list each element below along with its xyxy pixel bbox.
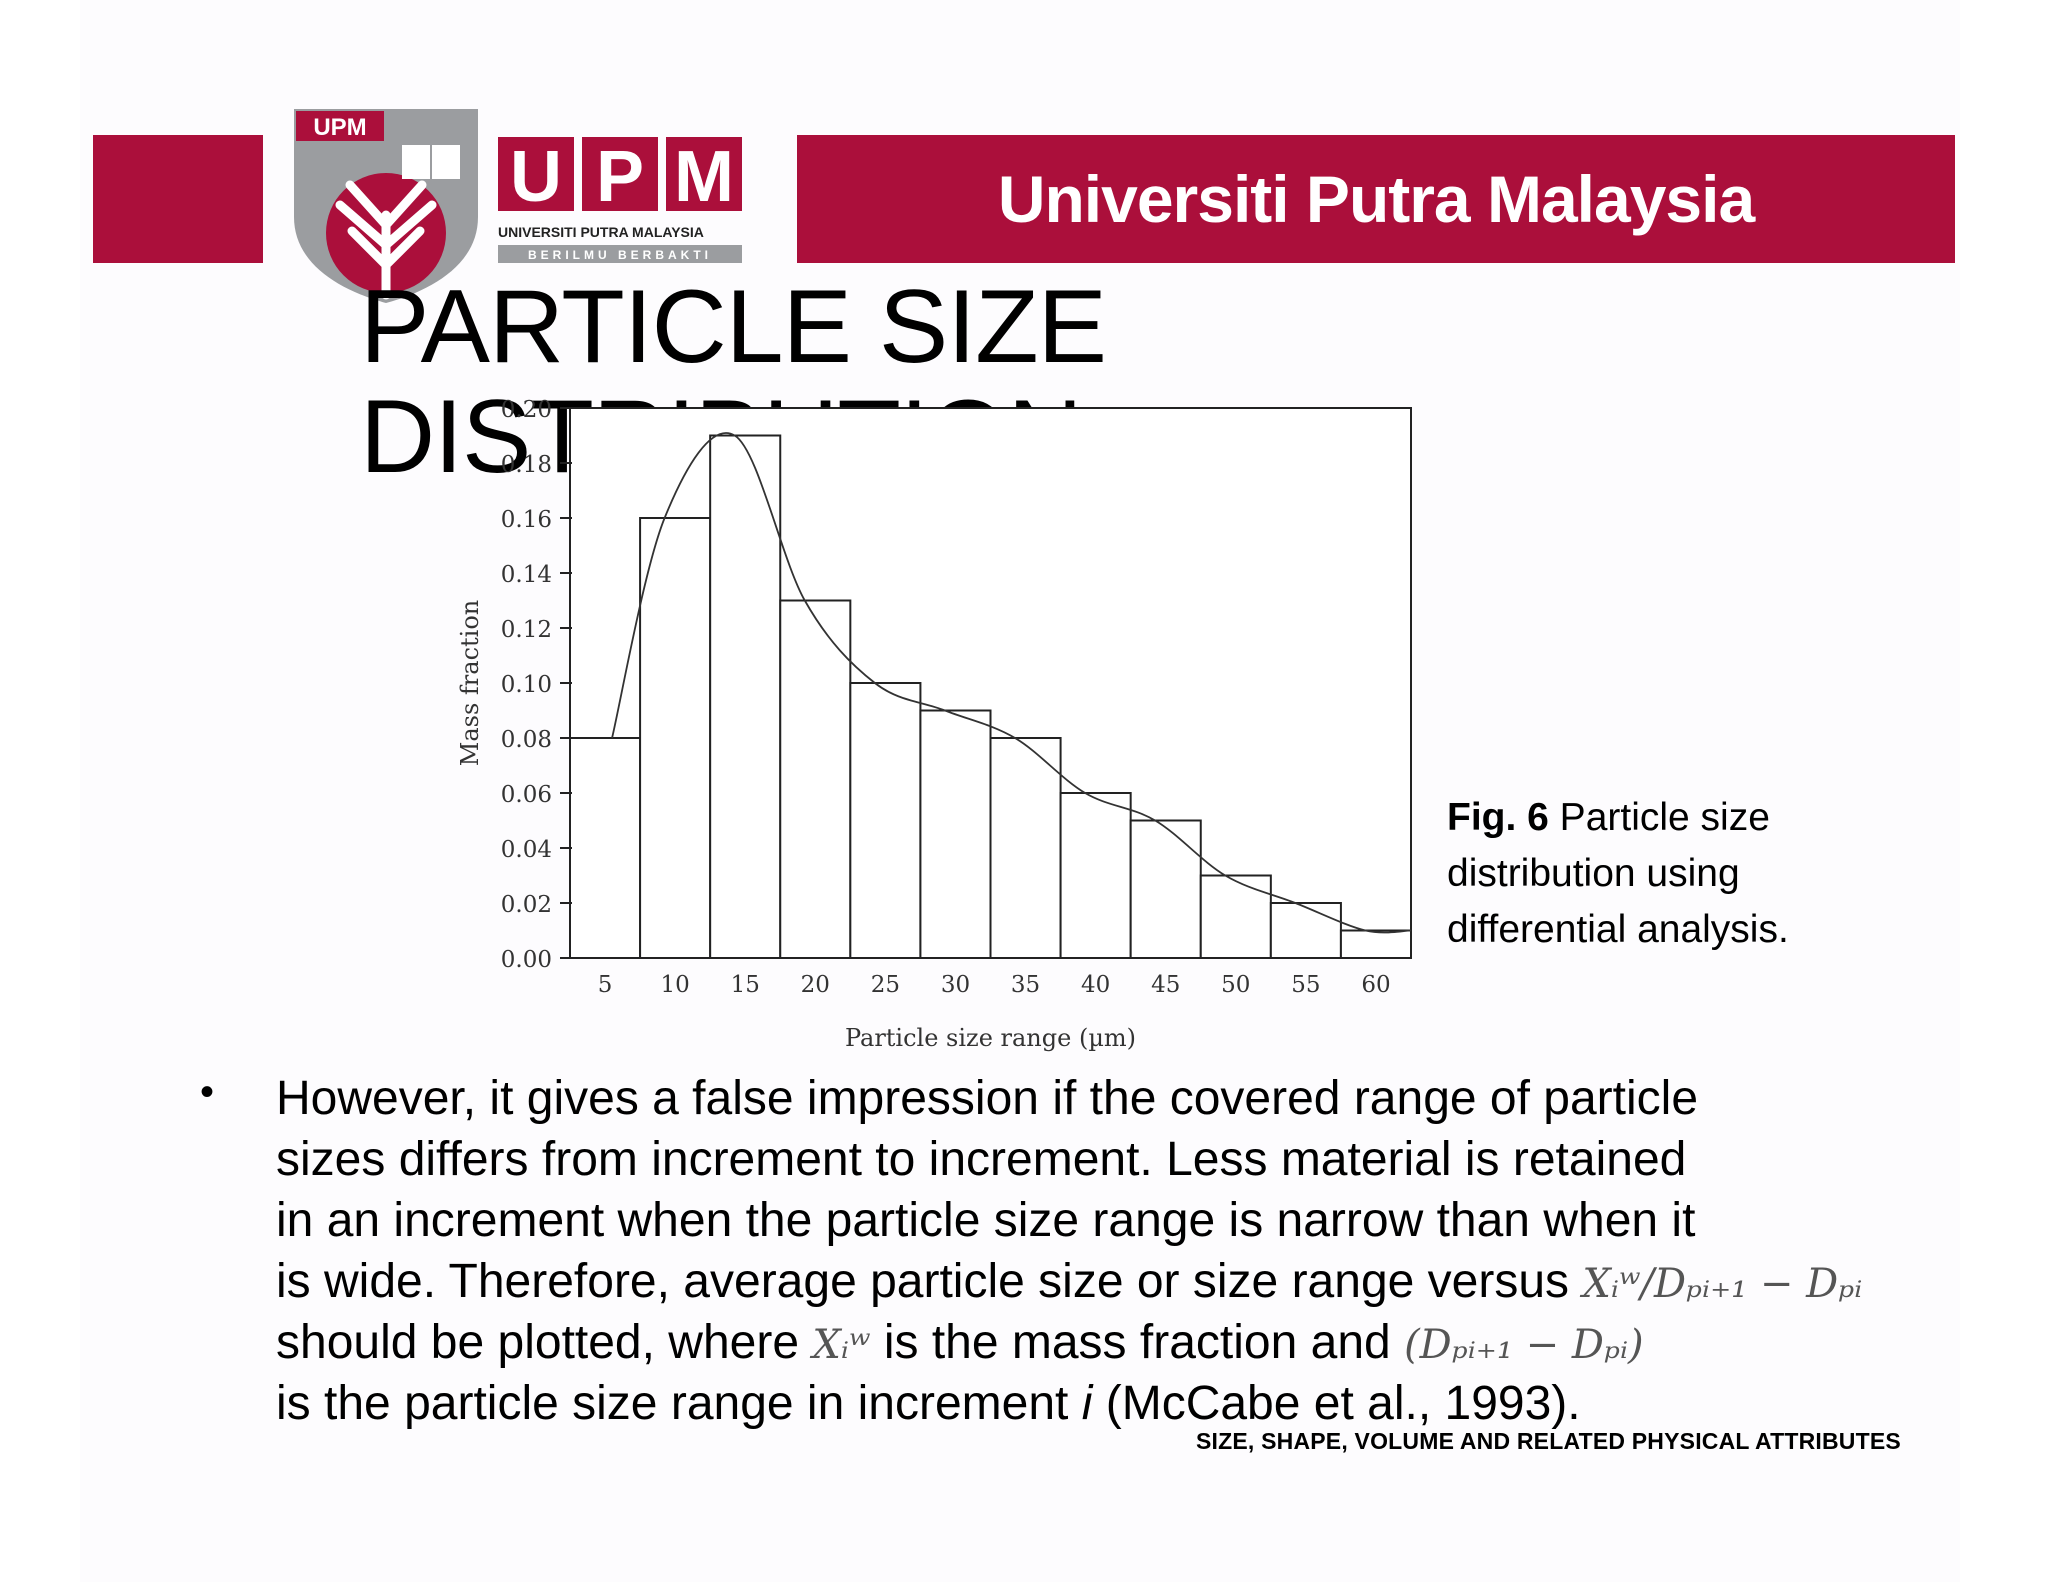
x-tick-label: 50 xyxy=(1221,972,1250,998)
x-tick-label: 10 xyxy=(660,972,689,998)
bullet-icon: • xyxy=(200,1070,215,1114)
particle-size-chart: 0.00 0.02 0.04 0.06 0.08 0.10 0.12 0.14 0.16 0.18… xyxy=(456,397,1413,1052)
bar xyxy=(779,599,852,959)
paragraph-line-1: However, it gives a false impression if … xyxy=(276,1072,1699,1125)
upm-crest-logo: UPM xyxy=(294,109,478,303)
bar xyxy=(639,517,712,959)
paragraph-increment-i: i xyxy=(1081,1377,1093,1430)
x-tick-label: 45 xyxy=(1151,972,1180,998)
bullet-paragraph: However, it gives a false impression if … xyxy=(276,1068,1876,1434)
crest-label: UPM xyxy=(313,114,366,141)
paragraph-line-5-start: should be plotted, where xyxy=(276,1316,800,1369)
y-tick-label: 0.16 xyxy=(501,507,552,533)
bar xyxy=(569,737,642,959)
paragraph-line-6-end: (McCabe et al., 1993). xyxy=(1092,1377,1581,1430)
distribution-curve xyxy=(611,432,1412,934)
y-tick-label: 0.14 xyxy=(501,562,552,588)
bar xyxy=(849,682,922,959)
header-bar-left xyxy=(93,135,263,263)
bar xyxy=(989,737,1062,959)
bar xyxy=(1339,929,1413,959)
y-axis-label: Mass fraction xyxy=(456,600,484,766)
logo-subtitle: UNIVERSITI PUTRA MALAYSIA xyxy=(498,224,704,240)
math-xiw-over-range: Xᵢʷ/Dₚᵢ₊₁ − Dₚᵢ xyxy=(1582,1260,1863,1307)
logo-box-u xyxy=(498,137,574,211)
logo-letter-p: P xyxy=(596,137,644,217)
y-tick-label: 0.00 xyxy=(501,947,552,973)
header-bar-right: Universiti Putra Malaysia xyxy=(797,135,1955,263)
footer-topic: SIZE, SHAPE, VOLUME AND RELATED PHYSICAL… xyxy=(1196,1428,1901,1454)
x-tick-label: 35 xyxy=(1011,972,1040,998)
crest-label-box xyxy=(296,111,384,141)
x-tick-label: 5 xyxy=(598,972,613,998)
x-tick-label: 30 xyxy=(941,972,970,998)
bar xyxy=(1129,819,1202,959)
paragraph-line-5-mid: is the mass fraction and xyxy=(883,1316,1391,1369)
y-tick-label: 0.02 xyxy=(501,892,552,918)
y-tick-label: 0.18 xyxy=(501,452,552,478)
university-name: Universiti Putra Malaysia xyxy=(997,162,1755,236)
math-size-range: (Dₚᵢ₊₁ − Dₚᵢ) xyxy=(1404,1321,1644,1368)
figure-caption: Fig. 6 Particle size distribution using … xyxy=(1447,790,1867,958)
logo-tagline-box xyxy=(498,245,742,263)
paragraph-line-6: is the particle size range in increment … xyxy=(276,1373,1876,1434)
x-axis-label: Particle size range (µm) xyxy=(845,1024,1136,1052)
x-tick-label: 20 xyxy=(801,972,830,998)
y-tick-label: 0.20 xyxy=(501,397,552,423)
y-tick-label: 0.10 xyxy=(501,672,552,698)
y-tick-label: 0.08 xyxy=(501,727,552,753)
x-tick-label: 55 xyxy=(1291,972,1320,998)
y-tick-label: 0.06 xyxy=(501,782,552,808)
y-tick-label: 0.04 xyxy=(501,837,552,863)
figure-caption-label: Fig. 6 xyxy=(1447,796,1549,839)
x-tick-label: 40 xyxy=(1081,972,1110,998)
bar xyxy=(1199,874,1272,959)
math-xiw: Xᵢʷ xyxy=(812,1321,871,1368)
logo-letter-u: U xyxy=(510,137,562,217)
bar xyxy=(1059,792,1132,959)
bar xyxy=(1269,902,1342,959)
paragraph-line-3: in an increment when the particle size r… xyxy=(276,1194,1696,1247)
crest-tree xyxy=(335,180,437,300)
bar xyxy=(709,434,782,959)
paragraph-line-4-text: is wide. Therefore, average particle siz… xyxy=(276,1255,1570,1308)
figure-caption-text: Particle size distribution using differe… xyxy=(1447,796,1789,951)
logo-letter-m: M xyxy=(674,137,734,217)
paragraph-line-5: should be plotted, where Xᵢʷ is the mass… xyxy=(276,1312,1876,1373)
paragraph-line-6-start: is the particle size range in increment xyxy=(276,1377,1069,1430)
logo-tagline: BERILMU BERBAKTI xyxy=(528,248,712,262)
paragraph-line-2: sizes differs from increment to incremen… xyxy=(276,1133,1687,1186)
logo-box-p xyxy=(582,137,658,211)
paragraph-line-4: is wide. Therefore, average particle siz… xyxy=(276,1251,1876,1312)
x-tick-label: 15 xyxy=(731,972,760,998)
upm-wordmark-logo: U P M UNIVERSITI PUTRA MALAYSIA BERILMU … xyxy=(498,137,742,263)
y-tick-label: 0.12 xyxy=(501,617,552,643)
x-tick-label: 60 xyxy=(1361,972,1390,998)
bar xyxy=(919,709,992,959)
logo-box-m xyxy=(666,137,742,211)
x-tick-label: 25 xyxy=(871,972,900,998)
